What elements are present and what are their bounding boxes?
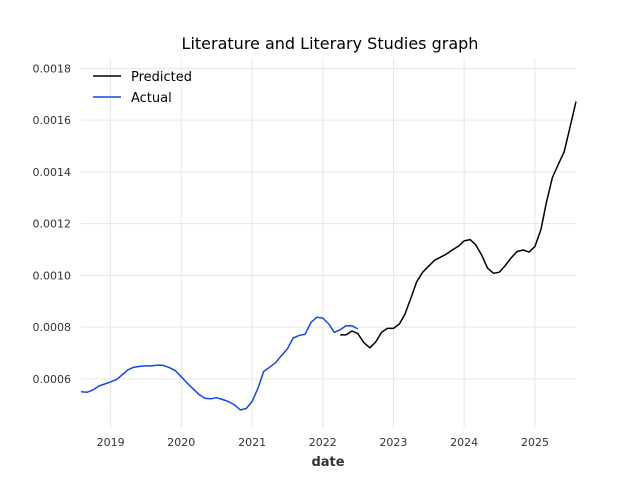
series-layer xyxy=(80,101,577,411)
series-line-actual xyxy=(80,316,359,411)
chart-title: Literature and Literary Studies graph xyxy=(182,34,479,53)
x-tick-label: 2024 xyxy=(450,436,478,449)
x-tick-label: 2022 xyxy=(309,436,337,449)
legend-label-actual: Actual xyxy=(131,91,172,106)
y-tick-label: 0.0010 xyxy=(33,269,72,282)
y-tick-label: 0.0012 xyxy=(33,218,72,231)
legend-label-predicted: Predicted xyxy=(131,70,192,85)
y-axis-ticks: 0.0006 0.0008 0.0010 0.0012 0.0014 0.0016 0.00… xyxy=(33,62,72,385)
y-tick-label: 0.0016 xyxy=(33,114,72,127)
y-tick-label: 0.0006 xyxy=(33,373,72,386)
x-tick-label: 2020 xyxy=(167,436,195,449)
x-tick-label: 2021 xyxy=(238,436,266,449)
series-line-predicted xyxy=(340,101,577,349)
y-tick-label: 0.0018 xyxy=(33,62,72,75)
x-tick-label: 2019 xyxy=(97,436,125,449)
legend: Predicted Actual xyxy=(93,70,192,106)
x-tick-label: 2025 xyxy=(521,436,549,449)
x-axis-ticks: 2019 2020 2021 2022 2023 2024 2025 xyxy=(97,436,549,449)
grid xyxy=(81,58,576,428)
x-axis-label: date xyxy=(311,455,344,470)
x-tick-label: 2023 xyxy=(379,436,407,449)
y-tick-label: 0.0008 xyxy=(33,321,72,334)
y-tick-label: 0.0014 xyxy=(33,166,72,179)
